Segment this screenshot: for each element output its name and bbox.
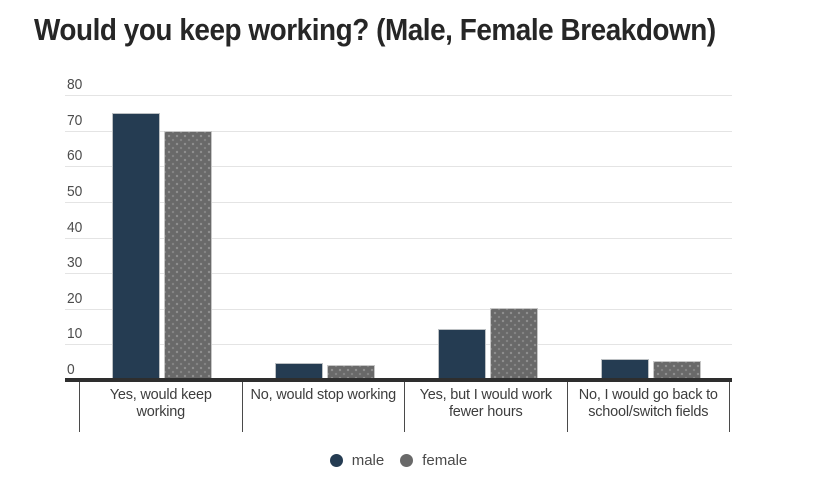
legend: male female — [65, 452, 732, 469]
gridline-10 — [65, 344, 732, 346]
legend-item-female[interactable]: female — [400, 452, 467, 469]
y-tick-label-70: 70 — [67, 111, 83, 129]
gridline-20 — [65, 308, 732, 310]
legend-label-male: male — [351, 452, 385, 469]
y-tick-label-0: 0 — [67, 361, 75, 378]
category-label-2: No, would stop working — [241, 382, 405, 432]
y-tick-label-80: 80 — [67, 76, 83, 93]
category-axis: Yes, would keep working No, would stop wo… — [79, 382, 730, 432]
legend-swatch-male — [329, 454, 343, 467]
gridline-70 — [65, 130, 732, 132]
gridline-60 — [65, 166, 732, 168]
gridline-30 — [65, 273, 732, 275]
y-tick-label-20: 20 — [67, 289, 83, 307]
x-axis-line — [65, 378, 732, 382]
y-tick-label-50: 50 — [67, 182, 83, 200]
bar-female-2[interactable] — [327, 365, 376, 380]
gridline-80 — [65, 95, 732, 96]
bar-female-1[interactable] — [164, 131, 213, 380]
category-label-3: Yes, but I would work fewer hours — [404, 382, 567, 432]
y-tick-label-10: 10 — [67, 325, 83, 343]
gridline-50 — [65, 201, 732, 203]
legend-swatch-female — [400, 454, 414, 467]
legend-item-male[interactable]: male — [329, 452, 385, 469]
bar-male-4[interactable] — [600, 358, 649, 380]
plot-area: 0 10 20 30 40 50 60 70 80 — [65, 77, 732, 380]
bar-male-2[interactable] — [275, 362, 324, 380]
gridline-40 — [65, 237, 732, 239]
y-tick-label-40: 40 — [67, 218, 83, 236]
bar-male-1[interactable] — [112, 112, 161, 380]
chart-title: Would you keep working? (Male, Female Br… — [34, 12, 716, 47]
bar-female-3[interactable] — [489, 307, 538, 380]
category-label-4: No, I would go back to school/switch fie… — [566, 382, 730, 432]
y-tick-label-60: 60 — [67, 147, 83, 165]
legend-label-female: female — [422, 452, 468, 469]
bar-female-4[interactable] — [652, 361, 701, 380]
category-label-1: Yes, would keep working — [79, 382, 242, 432]
y-tick-label-30: 30 — [67, 254, 83, 272]
bar-male-3[interactable] — [437, 329, 486, 380]
